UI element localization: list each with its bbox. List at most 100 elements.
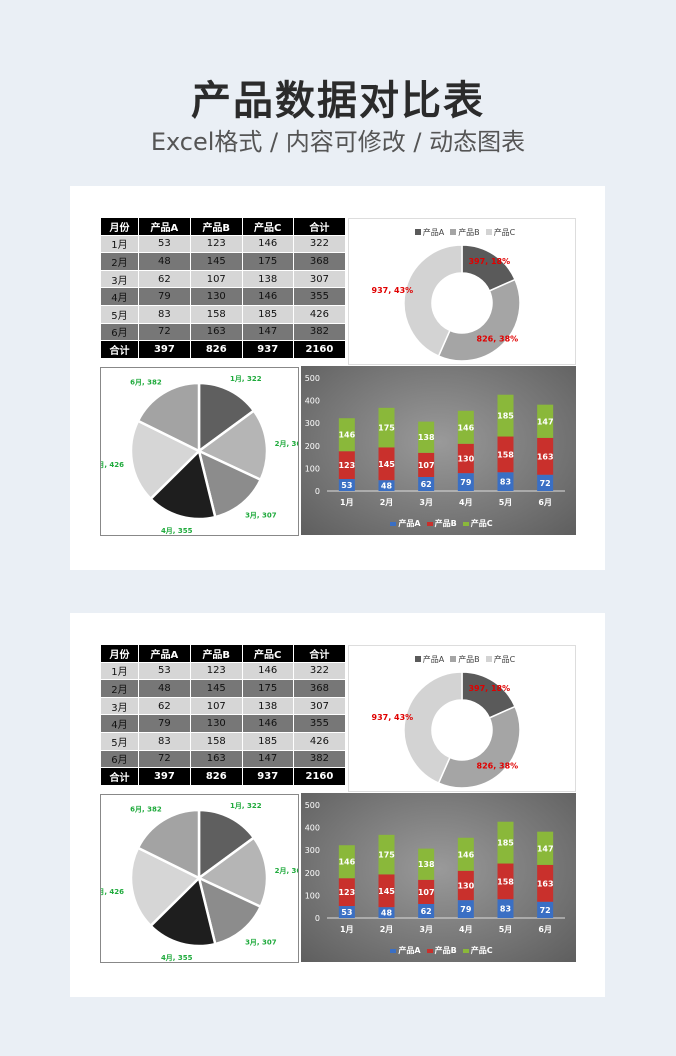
table-cell: 185 [241, 731, 294, 751]
pie-data-label: 6月, 382 [130, 378, 162, 386]
table-row: 5月 83 158 185 426 [100, 304, 347, 324]
table-row: 6月 72 163 147 382 [100, 322, 347, 342]
donut-slice [437, 705, 521, 789]
table-cell: 368 [292, 252, 347, 271]
y-tick-label: 200 [305, 869, 320, 878]
data-table: 月份 产品A 产品B 产品C 合计 1月 53 123 146 322 2月 48 145 175 368 3… [100, 217, 347, 359]
bar-data-label: 72 [540, 479, 551, 488]
table-cell: 307 [292, 696, 347, 716]
y-tick-label: 300 [305, 846, 320, 855]
pie-data-label: 6月, 382 [130, 805, 162, 813]
pie-data-label: 1月, 322 [230, 375, 262, 383]
table-row: 2月 48 145 175 368 [100, 679, 347, 698]
bar-segment [338, 418, 355, 452]
x-tick-label: 3月 [419, 498, 433, 507]
table-cell: 147 [241, 322, 294, 342]
bar-data-label: 175 [378, 851, 395, 860]
table-cell: 72 [137, 322, 191, 342]
y-tick-label: 500 [305, 801, 320, 810]
bar-data-label: 53 [341, 908, 352, 917]
table-cell: 145 [189, 252, 243, 271]
donut-svg: 397, 18% 826, 38% 937, 43% [372, 244, 521, 362]
table-cell: 426 [292, 731, 347, 751]
y-tick-label: 200 [305, 442, 320, 451]
legend-label: 产品A [398, 519, 421, 528]
legend-swatch [462, 522, 469, 526]
bar-segment [457, 443, 474, 474]
table-header-row: 月份 产品A 产品B 产品C 合计 [100, 644, 347, 663]
bar-data-label: 158 [497, 450, 514, 459]
table-header-cell: 产品B [189, 217, 243, 236]
bar-segment [457, 410, 474, 444]
table-cell: 382 [292, 322, 347, 342]
bar-svg: 0 100 200 300 400 500 53 123 146 1月 48 145 175 2月 62 10… [305, 374, 565, 507]
table-cell: 146 [241, 287, 294, 306]
x-tick-label: 6月 [538, 925, 552, 934]
table-cell: 185 [241, 304, 294, 324]
bar-segment [378, 480, 395, 491]
table-cell: 107 [189, 269, 243, 289]
y-tick-label: 400 [305, 824, 320, 833]
x-tick-label: 6月 [538, 498, 552, 507]
table-cell: 1月 [100, 661, 139, 681]
bar-segment [537, 831, 554, 865]
table-row: 1月 53 123 146 322 [100, 234, 347, 254]
table-row: 2月 48 145 175 368 [100, 252, 347, 271]
donut-chart: 产品A 产品B 产品C 397, 18% 826, 38% 937, 43% [348, 645, 576, 792]
bar-segment [418, 452, 435, 477]
legend-swatch [426, 949, 433, 953]
legend-label: 产品A [398, 946, 421, 955]
donut-slice [403, 671, 463, 785]
bar-data-label: 48 [381, 909, 393, 918]
pie-slice [148, 875, 217, 948]
data-table: 月份 产品A 产品B 产品C 合计 1月 53 123 146 322 2月 48 145 175 368 3… [100, 644, 347, 786]
pie-slice [129, 846, 202, 928]
table-cell: 123 [189, 661, 243, 681]
table-cell: 146 [241, 661, 294, 681]
table-cell: 426 [292, 304, 347, 324]
table-cell: 138 [241, 696, 294, 716]
legend-label: 产品B [458, 228, 480, 237]
table-cell: 6月 [100, 322, 139, 342]
table-cell: 5月 [100, 731, 139, 751]
donut-slice [437, 278, 521, 362]
donut-data-label: 826, 38% [477, 761, 519, 770]
bar-segment [338, 906, 355, 918]
legend-swatch [414, 229, 421, 235]
y-tick-label: 100 [305, 891, 320, 900]
table-cell: 53 [137, 661, 191, 681]
pie-svg: 1月, 322 2月, 368 3月, 307 4月, 355 5月, 426 6月, 3… [101, 802, 298, 962]
bar-data-label: 158 [497, 877, 514, 886]
table-cell: 158 [189, 731, 243, 751]
pie-data-label: 4月, 355 [161, 527, 193, 535]
bar-segment [418, 421, 435, 453]
table-cell: 4月 [100, 714, 139, 733]
table-cell: 62 [137, 696, 191, 716]
table-total-row: 合计 397 826 937 2160 [100, 340, 347, 359]
table-row: 4月 79 130 146 355 [100, 714, 347, 733]
bar-data-label: 138 [418, 433, 435, 442]
pie-data-label: 3月, 307 [245, 938, 277, 946]
donut-data-label: 937, 43% [372, 286, 414, 295]
stacked-bar-chart: 0 100 200 300 400 500 53 123 146 1月 48 145 175 2月 62 10… [301, 366, 576, 535]
bar-segment [537, 437, 554, 475]
bar-data-label: 163 [537, 879, 554, 888]
bar-segment [378, 907, 395, 918]
table-cell: 107 [189, 696, 243, 716]
stacked-bar-chart: 0 100 200 300 400 500 53 123 146 1月 48 145 175 2月 62 10… [301, 793, 576, 962]
bar-svg: 0 100 200 300 400 500 53 123 146 1月 48 145 175 2月 62 10… [305, 801, 565, 934]
bar-data-label: 138 [418, 860, 435, 869]
legend-label: 产品A [422, 228, 445, 237]
donut-data-label: 397, 18% [468, 257, 510, 266]
table-total-row: 合计 397 826 937 2160 [100, 767, 347, 786]
table-cell: 1月 [100, 234, 139, 254]
donut-slice [403, 244, 463, 358]
x-tick-label: 4月 [459, 925, 473, 934]
pie-data-label: 4月, 355 [161, 954, 193, 962]
bar-segment [378, 447, 395, 481]
table-cell: 368 [292, 679, 347, 698]
x-tick-label: 1月 [340, 925, 354, 934]
table-cell: 175 [241, 252, 294, 271]
table-total-cell: 937 [241, 340, 294, 359]
bar-segment [457, 473, 474, 491]
